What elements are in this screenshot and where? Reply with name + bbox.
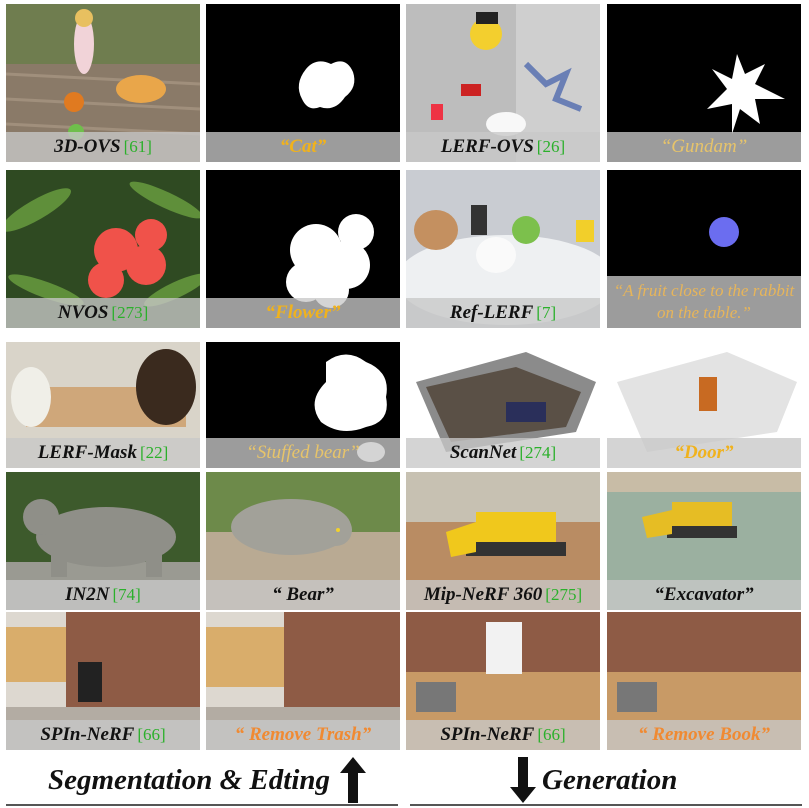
dataset-label: Ref-LERF [7]: [406, 298, 600, 328]
dataset-label: 3D-OVS [61]: [6, 132, 200, 162]
down-arrow-icon: [510, 757, 536, 803]
divider: [410, 804, 802, 806]
query-label: “A fruit close to the rabbit on the tabl…: [607, 276, 801, 328]
dataset-label: Mip-NeRF 360 [275]: [406, 580, 600, 610]
dataset-label: ScanNet [274]: [406, 438, 600, 468]
dataset-label: NVOS [273]: [6, 298, 200, 328]
image-in2n: IN2N [74]: [6, 472, 200, 610]
up-arrow-icon: [340, 757, 366, 803]
image-spin-nerf-trash: SPIn-NeRF [66]: [6, 612, 200, 750]
image-mip-nerf-360: Mip-NeRF 360 [275]: [406, 472, 600, 610]
dataset-label: LERF-OVS [26]: [406, 132, 600, 162]
query-label: “ Bear”: [206, 580, 400, 610]
generation-caption: Generation: [510, 752, 677, 808]
query-label: “Gundam”: [607, 132, 801, 162]
image-lerf-mask: LERF-Mask [22]: [6, 342, 200, 468]
mask-stuffed-bear: “Stuffed bear”: [206, 342, 400, 468]
dataset-label: SPIn-NeRF [66]: [406, 720, 600, 750]
image-spin-nerf-book: SPIn-NeRF [66]: [406, 612, 600, 750]
dataset-label: IN2N [74]: [6, 580, 200, 610]
image-ref-lerf: Ref-LERF [7]: [406, 170, 600, 328]
image-bear-edit: “ Bear”: [206, 472, 400, 610]
mask-door: “Door”: [607, 342, 801, 468]
query-label: “ Remove Book”: [607, 720, 801, 750]
mask-gundam: “Gundam”: [607, 4, 801, 162]
dataset-label: SPIn-NeRF [66]: [6, 720, 200, 750]
segmentation-editing-caption: Segmentation & Edting: [48, 752, 366, 808]
mask-fruit: “A fruit close to the rabbit on the tabl…: [607, 170, 801, 328]
image-remove-trash: “ Remove Trash”: [206, 612, 400, 750]
query-label: “Door”: [607, 438, 801, 468]
mask-flower: “Flower”: [206, 170, 400, 328]
mask-cat: “Cat”: [206, 4, 400, 162]
query-label: “ Remove Trash”: [206, 720, 400, 750]
image-excavator: “Excavator”: [607, 472, 801, 610]
image-3d-ovs: 3D-OVS [61]: [6, 4, 200, 162]
query-label: “Stuffed bear”: [206, 438, 400, 468]
query-label: “Cat”: [206, 132, 400, 162]
image-remove-book: “ Remove Book”: [607, 612, 801, 750]
divider: [6, 804, 398, 806]
image-lerf-ovs: LERF-OVS [26]: [406, 4, 600, 162]
query-label: “Excavator”: [607, 580, 801, 610]
image-scannet: ScanNet [274]: [406, 342, 600, 468]
image-nvos: NVOS [273]: [6, 170, 200, 328]
dataset-label: LERF-Mask [22]: [6, 438, 200, 468]
query-label: “Flower”: [206, 298, 400, 328]
